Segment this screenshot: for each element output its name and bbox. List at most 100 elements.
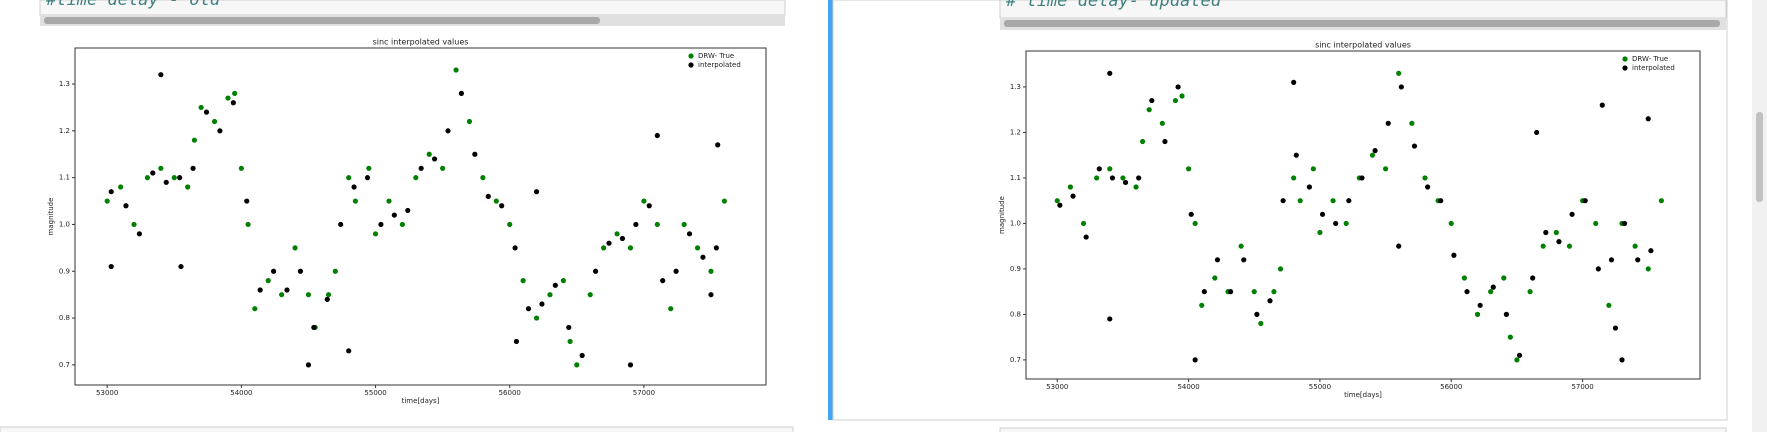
- point: [1192, 220, 1198, 227]
- point: [1107, 166, 1113, 172]
- point: [533, 189, 540, 195]
- point: [203, 109, 210, 115]
- point: [297, 268, 304, 274]
- point: [1359, 175, 1365, 181]
- point: [104, 198, 110, 204]
- point: [338, 221, 344, 228]
- point: [1083, 234, 1089, 240]
- point: [1149, 97, 1155, 104]
- point: [560, 278, 566, 284]
- point: [721, 198, 728, 204]
- point: [305, 292, 312, 298]
- point: [1425, 184, 1431, 190]
- point: [1451, 252, 1457, 258]
- point: [346, 175, 352, 181]
- point: [1507, 334, 1513, 340]
- y-tick-label: 1.0: [1010, 219, 1021, 227]
- point: [1107, 70, 1113, 76]
- point: [700, 254, 706, 260]
- next-cell[interactable]: [999, 427, 1727, 435]
- point: [1159, 120, 1165, 126]
- y-axis-label: magnitude: [47, 198, 55, 236]
- point: [601, 245, 607, 251]
- plot-area: [1025, 50, 1701, 380]
- point: [1474, 311, 1481, 318]
- point: [325, 292, 332, 298]
- point: [641, 198, 647, 204]
- point: [1396, 70, 1402, 76]
- point: [351, 184, 357, 190]
- point: [1293, 152, 1299, 158]
- point: [292, 245, 298, 251]
- point: [399, 221, 405, 228]
- y-tick-label: 1.1: [1010, 174, 1021, 182]
- point: [352, 198, 359, 204]
- point: [453, 67, 459, 73]
- point: [252, 306, 258, 312]
- next-cell[interactable]: [0, 426, 794, 434]
- point: [1448, 220, 1454, 227]
- point: [1488, 289, 1494, 295]
- point: [1067, 184, 1073, 190]
- point: [1503, 311, 1510, 318]
- point: [245, 221, 251, 228]
- point: [627, 362, 634, 368]
- point: [513, 338, 520, 345]
- point: [1566, 243, 1573, 249]
- point: [171, 175, 177, 181]
- point: [391, 212, 397, 218]
- point: [1490, 284, 1496, 290]
- point: [413, 175, 419, 181]
- point: [1188, 211, 1194, 217]
- x-tick-label: 55000: [364, 389, 386, 397]
- point: [525, 306, 532, 312]
- point: [1201, 289, 1207, 295]
- point: [1608, 257, 1615, 263]
- point: [646, 203, 652, 209]
- point: [1382, 166, 1389, 172]
- point: [1422, 175, 1428, 181]
- point: [232, 90, 238, 97]
- scrollbar-thumb[interactable]: [44, 17, 600, 24]
- point: [1057, 202, 1063, 208]
- y-tick-label: 1.2: [59, 127, 70, 135]
- point: [587, 292, 593, 298]
- point: [1291, 79, 1297, 85]
- page-scrollbar-thumb[interactable]: [1756, 112, 1763, 202]
- point: [211, 118, 218, 125]
- y-tick-label: 0.9: [1010, 265, 1021, 273]
- y-tick-label: 0.7: [1010, 356, 1021, 364]
- point: [1543, 229, 1549, 236]
- y-tick-label: 1.2: [1010, 128, 1021, 136]
- point: [158, 72, 164, 78]
- point: [1120, 175, 1126, 181]
- point: [1122, 179, 1129, 186]
- point: [708, 268, 714, 274]
- point: [364, 175, 371, 181]
- point: [1501, 275, 1507, 281]
- y-tick-label: 1.0: [59, 220, 70, 228]
- chart-title: sinc interpolated values: [373, 38, 469, 47]
- point: [118, 184, 124, 190]
- point: [1109, 175, 1116, 181]
- point: [480, 175, 486, 181]
- scrollbar-thumb[interactable]: [1004, 20, 1720, 27]
- point: [1258, 320, 1264, 327]
- point: [458, 90, 465, 97]
- point: [1461, 275, 1467, 281]
- point: [592, 268, 599, 274]
- point: [606, 240, 612, 246]
- point: [1080, 220, 1087, 227]
- point: [539, 301, 545, 307]
- x-tick-label: 55000: [1309, 383, 1331, 391]
- point: [1540, 243, 1546, 249]
- active-cell-marker: [828, 0, 833, 420]
- point: [1054, 198, 1060, 204]
- point: [1267, 298, 1273, 304]
- point: [660, 278, 666, 284]
- point: [1619, 357, 1625, 363]
- point: [566, 324, 572, 331]
- x-tick-label: 57000: [633, 389, 655, 397]
- point: [372, 231, 379, 237]
- active-cell[interactable]: [832, 0, 1728, 421]
